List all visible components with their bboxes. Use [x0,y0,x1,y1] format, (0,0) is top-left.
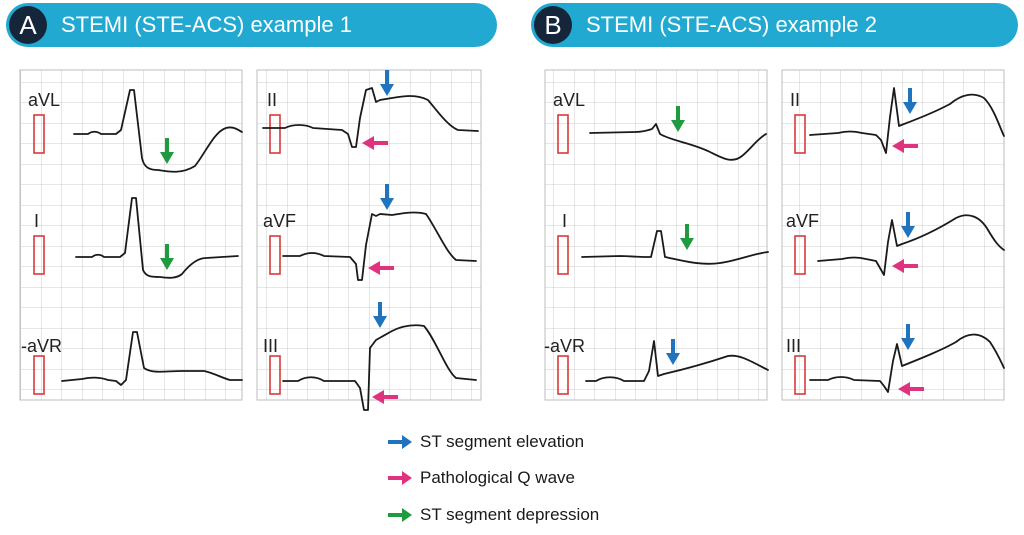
calibration-pulse [269,235,281,275]
panel-a-banner: A STEMI (STE-ACS) example 1 [6,3,497,47]
legend-item-st-depression: ST segment depression [388,505,599,525]
q-wave-arrow-a-avf [368,261,394,275]
st-depression-arrow-b-avl [671,106,685,132]
ecg-trace-b-minus-avr [585,340,769,382]
ecg-trace-b-iii [809,333,1005,393]
blue-arrow-icon [388,435,412,449]
ecg-trace-a-iii [282,324,477,411]
calibration-pulse [794,235,806,275]
pink-arrow-icon [388,471,412,485]
q-wave-arrow-b-avf [892,259,918,273]
st-elevation-arrow-a-iii [373,302,387,328]
panel-a-title: STEMI (STE-ACS) example 1 [61,12,352,37]
st-elevation-arrow-b-minus-avr [666,339,680,365]
st-elevation-arrow-b-iii [901,324,915,350]
calibration-pulse [794,114,806,154]
ecg-trace-a-ii [262,87,479,148]
lead-label-b-avl: aVL [553,90,585,110]
lead-label-a-iii: III [263,336,278,356]
ecg-trace-a-minus-avr [61,331,243,386]
st-elevation-arrow-b-avf [901,212,915,238]
lead-label-a-i: I [34,211,39,231]
legend-label: ST segment depression [420,505,600,524]
lead-label-a-avl: aVL [28,90,60,110]
legend-label: Pathological Q wave [420,468,575,487]
st-elevation-arrow-a-avf [380,184,394,210]
ecg-trace-a-i [75,197,239,279]
legend-label: ST segment elevation [420,432,585,451]
q-wave-arrow-a-ii [362,136,388,150]
ecg-trace-a-avl [73,89,243,173]
st-elevation-arrow-a-ii [380,70,394,96]
calibration-pulse [557,355,569,395]
ecg-trace-b-avf [817,214,1005,276]
st-depression-arrow-b-i [680,224,694,250]
calibration-pulse [269,355,281,395]
st-depression-arrow-a-avl [160,138,174,164]
st-depression-arrow-a-i [160,244,174,270]
calibration-pulse [557,235,569,275]
lead-label-b-avf: aVF [786,211,819,231]
lead-label-a-avf: aVF [263,211,296,231]
lead-label-b-iii: III [786,336,801,356]
lead-label-b-ii: II [790,90,800,110]
calibration-pulse [33,114,45,154]
legend-item-st-elevation: ST segment elevation [388,432,584,452]
calibration-pulse [794,355,806,395]
calibration-pulse [33,355,45,395]
panel-a-badge: A [9,6,47,44]
panel-b-badge: B [534,6,572,44]
ecg-trace-b-ii [809,87,1005,154]
green-arrow-icon [388,508,412,522]
panel-b-title: STEMI (STE-ACS) example 2 [586,12,877,37]
ecg-trace-b-avl [589,123,767,161]
legend-item-q-wave: Pathological Q wave [388,468,575,488]
ecg-grid-b-right [781,69,1005,401]
calibration-pulse [33,235,45,275]
annotation-arrows [160,70,924,404]
q-wave-arrow-a-iii [372,390,398,404]
q-wave-arrow-b-ii [892,139,918,153]
lead-label-a-ii: II [267,90,277,110]
lead-label-a-minus-avr: -aVR [21,336,62,356]
calibration-pulse [557,114,569,154]
lead-label-b-i: I [562,211,567,231]
st-elevation-arrow-b-ii [903,88,917,114]
calibration-pulse [269,114,281,154]
lead-label-b-minus-avr: -aVR [544,336,585,356]
panel-b-banner: B STEMI (STE-ACS) example 2 [531,3,1018,47]
ecg-grid-a-right [256,69,482,401]
q-wave-arrow-b-iii [898,382,924,396]
ecg-trace-b-i [581,230,769,265]
calibration-pulses [33,114,806,395]
ecg-trace-a-avf [282,211,477,281]
